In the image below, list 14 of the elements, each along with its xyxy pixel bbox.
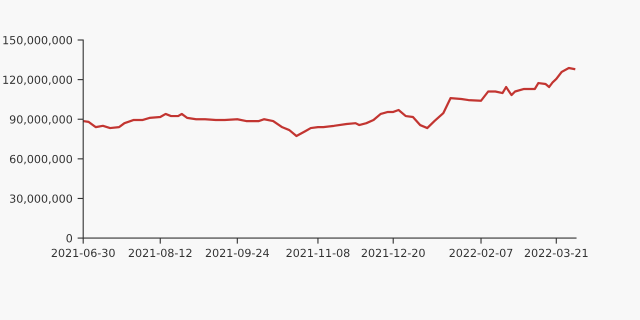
y-tick-label: 90,000,000 <box>10 115 72 125</box>
x-tick-label: 2021-08-12 <box>128 248 192 258</box>
x-tick-label: 2022-02-07 <box>450 248 512 258</box>
y-tick-label: 150,000,000 <box>3 36 72 46</box>
x-tick-label: 2022-03-21 <box>524 248 588 258</box>
line-series <box>83 66 576 138</box>
y-tick-label: 120,000,000 <box>3 76 72 86</box>
x-tick-label: 2021-11-08 <box>286 248 350 258</box>
x-tick-label: 2021-12-20 <box>362 248 425 258</box>
x-tick-label: 2021-06-30 <box>52 248 115 258</box>
y-tick-label: 60,000,000 <box>10 154 72 164</box>
y-tick-label: 30,000,000 <box>10 194 72 204</box>
x-tick-label: 2021-09-24 <box>206 248 269 258</box>
y-tick-label: 0 <box>66 234 72 242</box>
